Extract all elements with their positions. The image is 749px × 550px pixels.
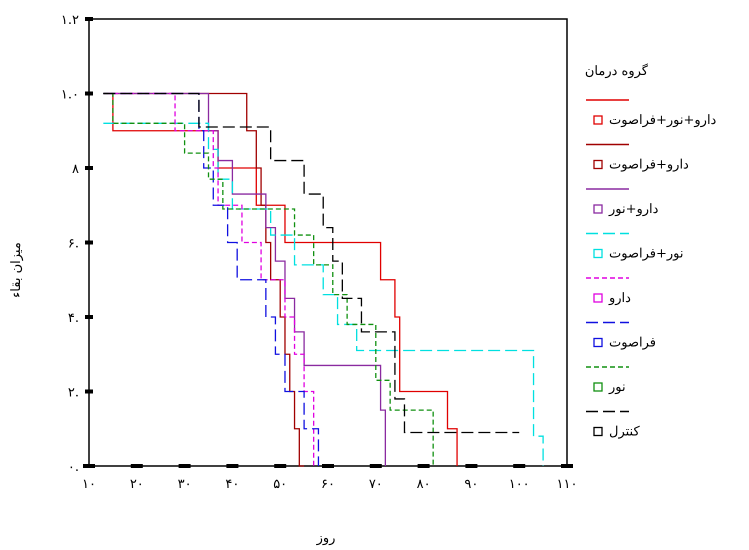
legend-marker xyxy=(593,204,603,214)
y-axis: ۰. ۲. ۴. ۶. ۸ ۱.۰ ۱.۲ xyxy=(61,13,93,475)
y-tick-label: ۴. xyxy=(68,311,79,326)
legend-marker xyxy=(593,293,603,303)
y-tick-label: ۲. xyxy=(68,386,79,401)
y-tick-label: ۱.۰ xyxy=(61,88,79,103)
x-tick-label: ۶۰ xyxy=(321,477,335,492)
x-tick-label: ۳۰ xyxy=(178,477,192,492)
x-tick-label: ۱۱۰ xyxy=(557,477,578,492)
x-tick-label: ۲۰ xyxy=(130,477,144,492)
legend-label: نور+فراصوت xyxy=(609,247,684,262)
series-line-7 xyxy=(103,92,434,466)
y-tick-label: ۰. xyxy=(68,460,79,475)
legend-label: دارو+نور xyxy=(608,202,659,217)
x-tick-label: ۹۰ xyxy=(464,477,478,492)
legend-label: کنترل xyxy=(609,425,640,440)
legend-marker xyxy=(593,115,603,125)
legend-label: دارو xyxy=(608,291,631,306)
legend-label: فراصوت xyxy=(609,336,656,351)
series-line-5 xyxy=(112,92,315,466)
legend-marker xyxy=(593,337,603,348)
y-axis-label: میزان بقاء xyxy=(9,242,24,298)
series-line-6 xyxy=(103,92,320,466)
legend-marker xyxy=(593,248,603,259)
y-tick-label: ۶. xyxy=(68,237,79,252)
series-line-3 xyxy=(103,92,387,466)
legend-marker xyxy=(593,159,603,170)
series-line-8 xyxy=(103,92,520,434)
x-tick-label: ۷۰ xyxy=(369,477,383,492)
x-tick-label: ۱۰ xyxy=(82,477,96,492)
survival-curves xyxy=(103,92,544,467)
x-tick-label: ۱۰۰ xyxy=(509,477,530,492)
x-tick-label: ۴۰ xyxy=(225,477,239,492)
legend-marker xyxy=(593,382,603,392)
series-line-4 xyxy=(103,122,544,466)
legend-label: دارو+فراصوت xyxy=(609,158,689,173)
x-tick-label: ۸۰ xyxy=(417,477,431,492)
x-axis-label: روز xyxy=(316,531,336,546)
y-tick-label: ۸ xyxy=(72,162,79,177)
legend-marker xyxy=(593,426,603,437)
legend-label: نور xyxy=(608,380,626,395)
x-tick-label: ۵۰ xyxy=(273,477,287,492)
legend-title: گروه درمان xyxy=(585,63,649,79)
y-tick-label: ۱.۲ xyxy=(61,13,79,28)
x-axis: ۱۰ ۲۰ ۳۰ ۴۰ ۵۰ ۶۰ ۷۰ ۸۰ ۹۰ ۱۰۰ ۱۱۰ xyxy=(82,464,578,492)
legend: دارو+نور+فراصوت دارو+فراصوت دارو+نور نور+فر… xyxy=(586,99,717,440)
legend-label: دارو+نور+فراصوت xyxy=(609,113,717,128)
